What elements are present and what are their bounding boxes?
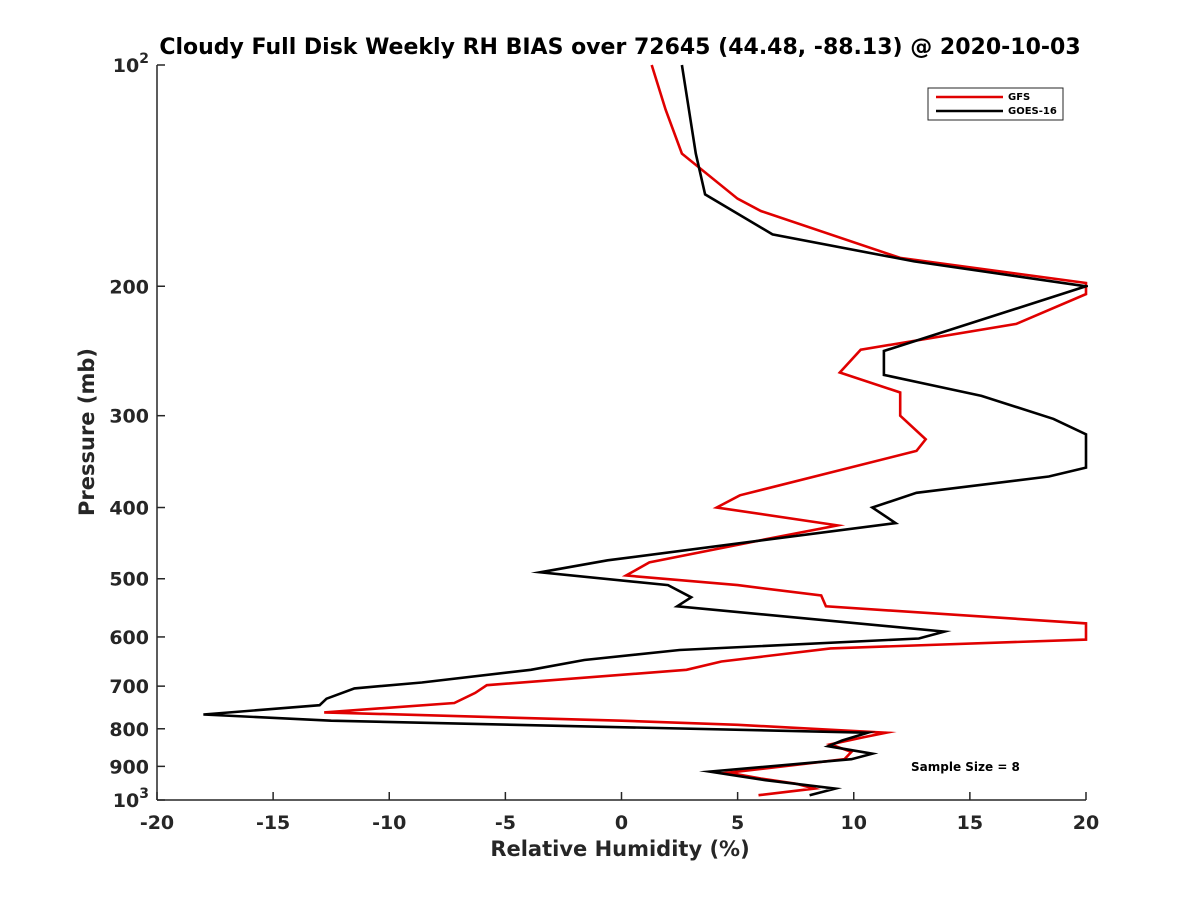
y-ticks: 102 200 300 400 500 600 700 800 900 103 (109, 51, 165, 812)
y-tick-label: 800 (109, 719, 149, 741)
y-tick-label: 500 (109, 569, 149, 591)
x-tick-label: 5 (731, 812, 744, 834)
y-tick-label: 102 (113, 51, 149, 77)
x-tick-label: 20 (1073, 812, 1099, 834)
x-tick-label: 15 (957, 812, 983, 834)
x-tick-label: 0 (615, 812, 628, 834)
x-tick-label: 10 (841, 812, 867, 834)
x-tick-label: -5 (495, 812, 516, 834)
legend-box (927, 87, 1064, 121)
series-group (203, 64, 1088, 797)
x-ticks: -20 -15 -10 -5 0 5 10 15 20 (140, 792, 1099, 834)
y-tick-label: 900 (109, 756, 149, 778)
series-layer (203, 64, 1088, 797)
x-tick-label: -10 (372, 812, 406, 834)
legend-label-gfs: GFS (1008, 92, 1030, 103)
series-line-gfs (324, 64, 1088, 797)
x-tick-label: -20 (140, 812, 174, 834)
y-tick-label: 103 (113, 786, 149, 812)
sample-size-annotation: Sample Size = 8 (911, 760, 1020, 774)
y-tick-label: 400 (109, 498, 149, 520)
y-tick-label: 700 (109, 676, 149, 698)
y-axis-label: Pressure (mb) (75, 348, 99, 516)
x-axis-label: Relative Humidity (%) (490, 837, 749, 861)
y-tick-label: 600 (109, 627, 149, 649)
legend-label-goes16: GOES-16 (1008, 106, 1057, 117)
legend: GFS GOES-16 (927, 87, 1064, 121)
x-tick-label: -15 (256, 812, 290, 834)
chart-title: Cloudy Full Disk Weekly RH BIAS over 726… (159, 35, 1080, 60)
y-tick-label: 200 (109, 276, 149, 298)
series-line-goes16 (203, 64, 1088, 797)
y-tick-label: 300 (109, 406, 149, 428)
